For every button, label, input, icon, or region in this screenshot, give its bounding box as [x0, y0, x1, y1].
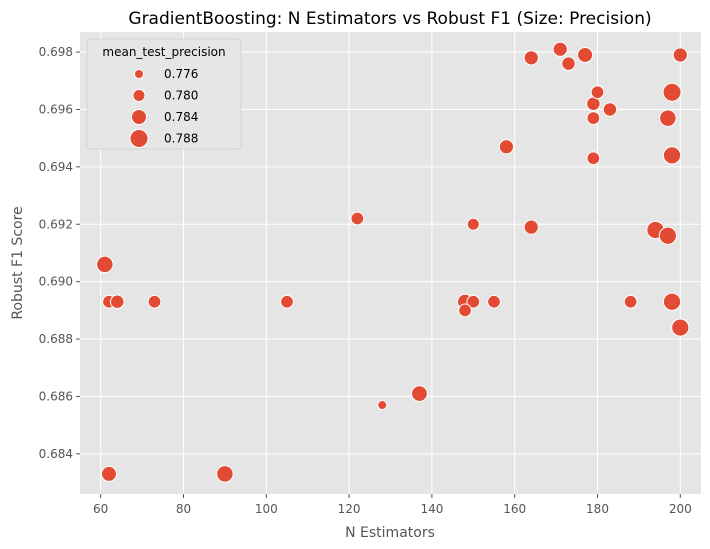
legend-marker — [129, 129, 149, 148]
x-tick-label: 120 — [338, 502, 361, 516]
data-point — [658, 226, 678, 245]
y-tick-label: 0.690 — [39, 275, 73, 289]
grid-lines — [80, 32, 701, 494]
data-point — [110, 294, 125, 309]
legend-marker — [132, 89, 146, 102]
x-tick-label: 80 — [176, 502, 191, 516]
data-point — [487, 294, 501, 309]
data-point — [586, 151, 601, 166]
data-point — [96, 255, 114, 274]
x-axis-label: N Estimators — [345, 525, 435, 541]
x-tick-label: 180 — [586, 502, 609, 516]
data-point — [147, 294, 162, 309]
legend-entries: 0.776 0.780 0.784 0.788 — [129, 67, 198, 148]
x-axis-ticks: 60 80 100 120 140 160 180 200 — [93, 494, 692, 516]
legend-label: 0.780 — [164, 89, 198, 103]
data-point — [100, 465, 117, 482]
legend-label: 0.776 — [164, 67, 198, 81]
legend-box — [86, 38, 242, 150]
legend-marker — [131, 109, 147, 125]
data-point — [280, 294, 294, 309]
data-point — [623, 294, 638, 309]
chart-title: GradientBoosting: N Estimators vs Robust… — [128, 9, 651, 29]
x-tick-label: 60 — [93, 502, 108, 516]
data-point — [552, 41, 568, 57]
x-tick-label: 200 — [669, 502, 692, 516]
data-point — [523, 50, 539, 66]
y-axis-ticks: 0.684 0.686 0.688 0.690 0.692 0.694 0.696 0.698 — [39, 45, 80, 461]
data-point — [671, 318, 690, 337]
data-point — [586, 111, 601, 125]
data-point — [672, 47, 688, 63]
legend-marker — [134, 69, 144, 79]
data-point — [662, 146, 682, 165]
y-tick-label: 0.698 — [39, 45, 73, 59]
data-point — [466, 217, 480, 231]
data-point — [590, 85, 605, 100]
data-point — [458, 303, 472, 318]
data-point — [662, 82, 682, 102]
data-point — [602, 102, 618, 117]
legend-title: mean_test_precision — [102, 45, 225, 59]
x-tick-label: 100 — [255, 502, 278, 516]
y-axis-label: Robust F1 Score — [10, 206, 26, 319]
data-point — [662, 292, 682, 311]
y-tick-label: 0.692 — [39, 217, 73, 231]
data-point — [466, 294, 481, 309]
data-points — [96, 41, 690, 483]
data-point — [659, 109, 677, 127]
x-tick-label: 140 — [420, 502, 443, 516]
data-point — [350, 211, 365, 226]
y-tick-label: 0.684 — [39, 447, 73, 461]
data-point — [216, 465, 234, 483]
y-tick-label: 0.688 — [39, 332, 73, 346]
y-tick-label: 0.686 — [39, 389, 73, 403]
legend: mean_test_precision 0.776 0.780 0.784 0.788 — [86, 38, 242, 150]
x-tick-label: 160 — [503, 502, 526, 516]
data-point — [561, 56, 576, 71]
data-point — [411, 385, 428, 402]
y-tick-label: 0.694 — [39, 160, 73, 174]
legend-label: 0.788 — [164, 132, 198, 146]
data-point — [498, 139, 515, 155]
legend-label: 0.784 — [164, 110, 198, 124]
data-point — [523, 219, 539, 235]
data-point — [577, 46, 594, 63]
y-tick-label: 0.696 — [39, 102, 73, 116]
data-point — [377, 400, 388, 411]
